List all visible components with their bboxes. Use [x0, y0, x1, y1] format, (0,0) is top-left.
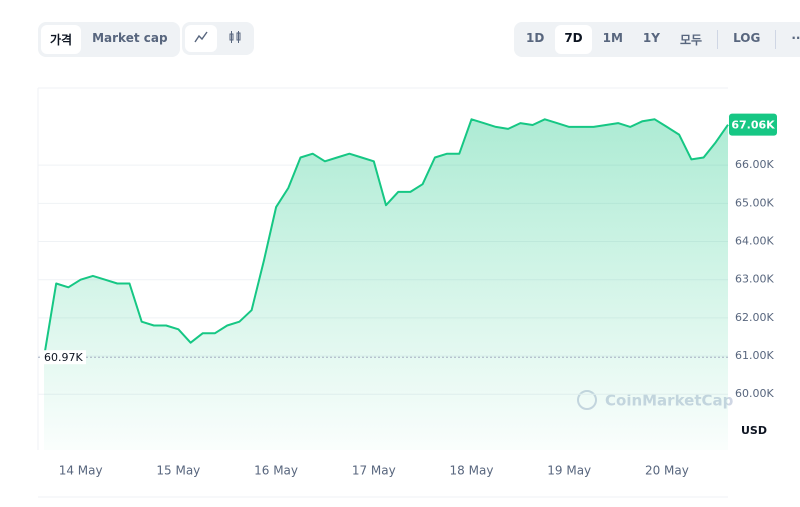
line-icon	[194, 31, 208, 43]
x-tick-label: 16 May	[254, 464, 298, 478]
candle-button[interactable]	[219, 25, 251, 52]
more-button[interactable]: ···	[791, 31, 800, 45]
range-button[interactable]: 1Y	[642, 31, 660, 45]
y-tick-label: 61.00K	[735, 349, 774, 362]
watermark-logo	[577, 390, 597, 410]
currency-label: USD	[741, 424, 767, 437]
y-tick-label: 65.00K	[735, 196, 774, 209]
range-button[interactable]: 7D	[555, 25, 592, 54]
price-button[interactable]: 가격	[41, 25, 82, 54]
start-price-bg	[40, 350, 86, 365]
watermark: CoinMarketCap	[605, 392, 734, 410]
x-tick-label: 15 May	[156, 464, 200, 478]
y-tick-label: 60.00K	[735, 387, 774, 400]
range-button[interactable]: 모두	[679, 33, 703, 47]
y-tick-label: 64.00K	[735, 235, 774, 248]
y-tick-label: 63.00K	[735, 273, 774, 286]
chart-type-group	[182, 22, 254, 55]
range-group: 1D 7D 1M 1Y 모두 LOG ···	[514, 22, 800, 57]
current-price-tag	[729, 113, 777, 136]
toggle-group: 가격 Market cap	[38, 22, 180, 57]
candle-icon	[229, 31, 241, 43]
x-tick-label: 17 May	[352, 464, 396, 478]
area	[44, 119, 728, 451]
x-tick-label: 18 May	[450, 464, 494, 478]
line-button[interactable]	[185, 25, 217, 52]
range-button[interactable]: 1M	[602, 31, 623, 45]
x-tick-label: 14 May	[59, 464, 103, 478]
range-button[interactable]: 1D	[526, 31, 545, 45]
y-tick-label: 66.00K	[735, 158, 774, 171]
separator	[775, 30, 777, 49]
current-price-label: 67.06K	[731, 119, 775, 132]
start-price-label: 60.97K	[44, 351, 83, 364]
price-line	[43, 118, 729, 358]
log-button[interactable]: LOG	[733, 31, 761, 45]
separator	[717, 30, 719, 49]
y-tick-label: 62.00K	[735, 311, 774, 324]
market-cap-button[interactable]: Market cap	[92, 31, 168, 45]
x-tick-label: 19 May	[547, 464, 591, 478]
x-tick-label: 20 May	[645, 464, 689, 478]
